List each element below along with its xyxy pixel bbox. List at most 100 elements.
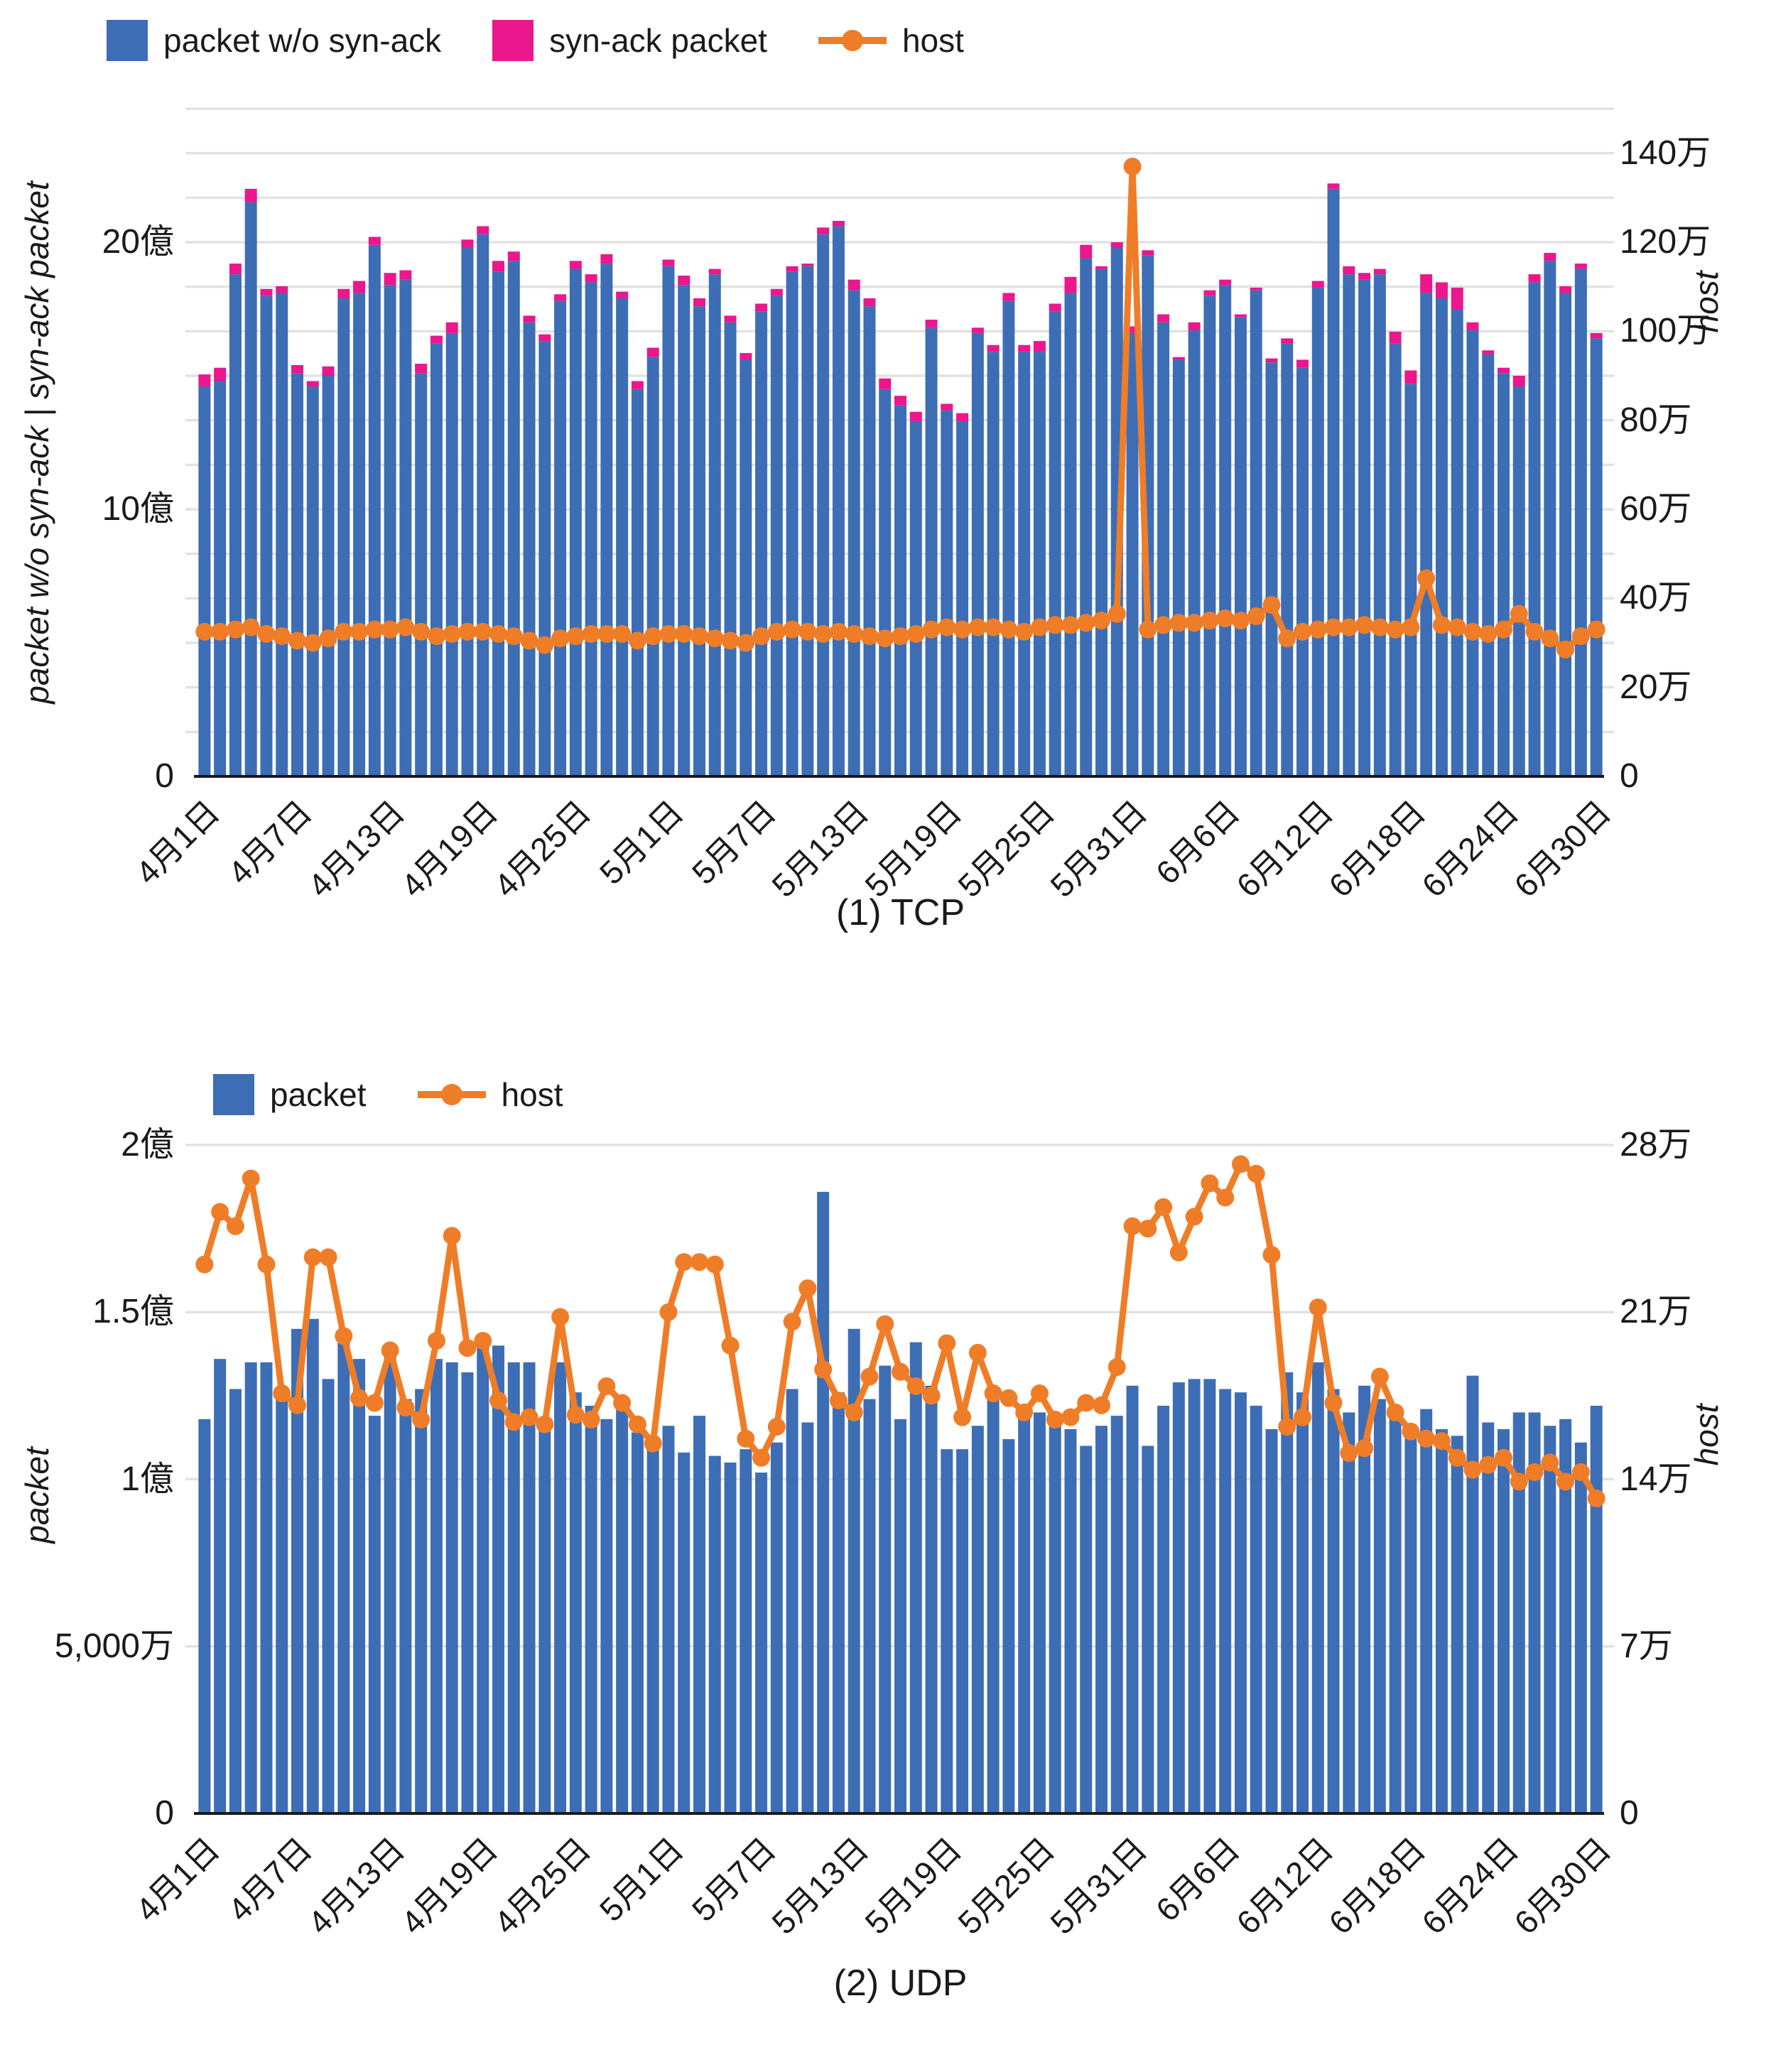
packet-bar bbox=[1281, 1372, 1294, 1813]
packet-bar bbox=[1250, 1406, 1262, 1813]
udp-plot-area bbox=[185, 1112, 1614, 1815]
syn-ack packet-bar bbox=[1188, 322, 1201, 331]
syn-ack packet-bar bbox=[740, 353, 752, 360]
packet w/o syn-ack-bar bbox=[1203, 295, 1216, 776]
udp-x-tick-label: 4月1日 bbox=[128, 1830, 227, 1929]
packet-bar bbox=[1188, 1379, 1201, 1813]
packet w/o syn-ack-bar bbox=[1389, 343, 1402, 776]
tcp-x-tick-label: 5月31日 bbox=[1043, 793, 1154, 904]
packet w/o syn-ack-bar bbox=[755, 311, 768, 776]
legend-dot-icon bbox=[841, 30, 863, 51]
syn-ack packet-bar bbox=[1373, 269, 1386, 275]
packet-bar bbox=[415, 1389, 428, 1813]
packet-bar bbox=[817, 1191, 830, 1813]
packet w/o syn-ack-bar bbox=[1358, 279, 1371, 776]
packet w/o syn-ack-bar bbox=[1451, 309, 1463, 776]
tcp-legend-item: host bbox=[818, 24, 964, 57]
syn-ack packet-bar bbox=[1590, 332, 1603, 339]
packet-bar bbox=[879, 1365, 892, 1813]
udp-right-tick-label: 21万 bbox=[1620, 1293, 1692, 1331]
syn-ack packet-bar bbox=[971, 327, 984, 333]
tcp-x-tick-label: 5月1日 bbox=[592, 793, 691, 891]
packet-bar bbox=[678, 1452, 691, 1813]
syn-ack packet-bar bbox=[569, 261, 582, 269]
legend-item-label: packet bbox=[270, 1076, 367, 1113]
syn-ack packet-bar bbox=[631, 381, 644, 389]
tcp-right-tick-label: 60万 bbox=[1620, 490, 1692, 528]
packet w/o syn-ack-bar bbox=[368, 244, 381, 776]
packet-bar bbox=[1142, 1445, 1154, 1813]
packet w/o syn-ack-bar bbox=[1544, 261, 1556, 776]
packet-bar bbox=[1049, 1419, 1061, 1813]
packet-bar bbox=[1343, 1412, 1355, 1813]
udp-legend: packet host bbox=[213, 1074, 563, 1115]
packet-bar bbox=[353, 1359, 366, 1813]
udp-left-tick-label: 2億 bbox=[121, 1126, 174, 1164]
packet w/o syn-ack-bar bbox=[1110, 247, 1123, 776]
packet-bar bbox=[1265, 1428, 1278, 1813]
packet w/o syn-ack-bar bbox=[322, 376, 335, 776]
packet-bar bbox=[1435, 1428, 1448, 1813]
packet w/o syn-ack-bar bbox=[306, 386, 319, 776]
packet-bar bbox=[1080, 1445, 1093, 1813]
packet-bar bbox=[1451, 1436, 1463, 1813]
legend-swatch-icon bbox=[213, 1074, 254, 1115]
udp-legend-item: host bbox=[417, 1078, 563, 1111]
packet-bar bbox=[1512, 1412, 1525, 1813]
packet w/o syn-ack-bar bbox=[1574, 269, 1587, 777]
tcp-left-axis-title: packet w/o syn-ack | syn-ack packet bbox=[18, 181, 55, 704]
syn-ack packet-bar bbox=[244, 188, 257, 202]
packet-bar bbox=[616, 1402, 629, 1813]
syn-ack packet-bar bbox=[1018, 345, 1031, 352]
packet w/o syn-ack-bar bbox=[1512, 386, 1525, 776]
packet-bar bbox=[1528, 1412, 1541, 1813]
packet w/o syn-ack-bar bbox=[244, 202, 257, 777]
syn-ack packet-bar bbox=[1358, 273, 1371, 280]
packet-bar bbox=[1466, 1375, 1479, 1813]
udp-x-tick-label: 6月18日 bbox=[1321, 1830, 1433, 1941]
tcp-x-tick-label: 6月18日 bbox=[1321, 793, 1433, 904]
packet w/o syn-ack-bar bbox=[198, 386, 211, 776]
syn-ack packet-bar bbox=[956, 413, 969, 421]
packet w/o syn-ack-bar bbox=[724, 322, 737, 776]
packet w/o syn-ack-bar bbox=[1296, 367, 1309, 776]
packet-bar bbox=[585, 1406, 597, 1813]
packet-bar bbox=[909, 1342, 922, 1813]
packet w/o syn-ack-bar bbox=[662, 266, 675, 777]
packet-bar bbox=[538, 1422, 551, 1813]
syn-ack packet-bar bbox=[600, 254, 613, 264]
packet w/o syn-ack-bar bbox=[1095, 269, 1108, 777]
packet w/o syn-ack-bar bbox=[801, 266, 814, 777]
packet-bar bbox=[832, 1392, 845, 1813]
syn-ack packet-bar bbox=[1544, 253, 1556, 261]
packet w/o syn-ack-bar bbox=[507, 261, 520, 776]
packet w/o syn-ack-bar bbox=[1498, 373, 1510, 776]
udp-right-axis-title: host bbox=[1688, 1404, 1725, 1466]
packet w/o syn-ack-bar bbox=[1311, 287, 1324, 776]
packet w/o syn-ack-bar bbox=[291, 373, 303, 776]
packet w/o syn-ack-bar bbox=[956, 421, 969, 776]
packet w/o syn-ack-bar bbox=[646, 357, 659, 776]
packet-bar bbox=[925, 1385, 938, 1813]
packet-bar bbox=[492, 1345, 504, 1813]
packet-bar bbox=[244, 1362, 257, 1813]
packet-bar bbox=[971, 1426, 984, 1813]
syn-ack packet-bar bbox=[1343, 266, 1355, 275]
packet w/o syn-ack-bar bbox=[1002, 300, 1015, 777]
tcp-left-tick-label: 0 bbox=[155, 757, 174, 795]
packet-bar bbox=[600, 1419, 613, 1813]
packet-bar bbox=[461, 1372, 474, 1813]
packet w/o syn-ack-bar bbox=[445, 332, 458, 777]
syn-ack packet-bar bbox=[1420, 274, 1433, 293]
syn-ack packet-bar bbox=[1466, 322, 1479, 331]
tcp-legend-item: syn-ack packet bbox=[492, 20, 767, 61]
packet-bar bbox=[1404, 1428, 1417, 1813]
syn-ack packet-bar bbox=[1110, 242, 1123, 248]
udp-legend-item: packet bbox=[213, 1074, 367, 1115]
syn-ack packet-bar bbox=[1234, 314, 1247, 318]
packet-bar bbox=[1327, 1389, 1340, 1813]
packet-bar bbox=[368, 1416, 381, 1813]
tcp-x-tick-label: 6月30日 bbox=[1507, 793, 1618, 904]
packet-bar bbox=[693, 1416, 705, 1813]
packet w/o syn-ack-bar bbox=[987, 352, 1000, 776]
